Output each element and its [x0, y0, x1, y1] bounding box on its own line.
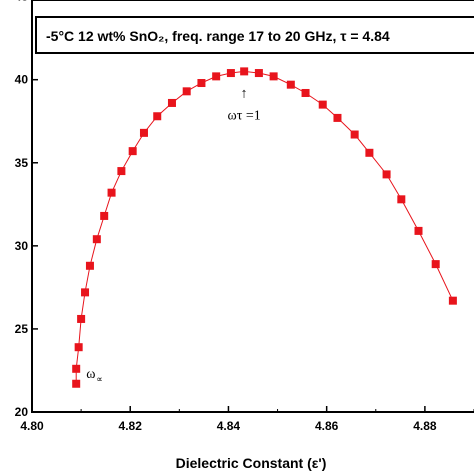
data-point-10 [128, 147, 137, 156]
data-point-7 [100, 211, 109, 220]
data-point-31 [448, 296, 457, 305]
x-tick-label-0: 4.80 [20, 419, 44, 433]
series-path [75, 70, 454, 384]
peak-arrow: ↑ [241, 86, 248, 101]
y-tick-label-0: 20 [15, 405, 29, 419]
series-line [75, 70, 454, 384]
data-point-28 [397, 195, 406, 204]
data-point-2 [74, 343, 83, 352]
legend-box: -5°C 12 wt% SnO₂, freq. range 17 to 20 G… [35, 16, 474, 54]
data-point-24 [333, 113, 342, 122]
data-point-1 [72, 364, 81, 373]
data-point-6 [92, 235, 101, 244]
data-point-30 [431, 260, 440, 269]
data-point-21 [286, 80, 295, 89]
x-tick-label-2: 4.84 [217, 419, 241, 433]
series-points [72, 67, 457, 388]
y-tick-label-2: 30 [15, 239, 29, 253]
x-tick-label-3: 4.86 [315, 419, 339, 433]
legend-frame [35, 16, 474, 54]
data-point-22 [301, 88, 310, 97]
x-axis-label: Dielectric Constant (ε') [176, 455, 327, 471]
data-point-12 [153, 112, 162, 121]
peak-label: ωτ =1 [228, 108, 261, 123]
data-point-16 [212, 72, 221, 81]
data-point-8 [107, 188, 116, 197]
x-tick-label-1: 4.82 [119, 419, 143, 433]
omega-subscript: ∝ [96, 374, 102, 384]
tick-group: 4.80 4.82 4.84 4.86 4.88 20 25 30 35 40 45 [15, 0, 474, 433]
y-tick-label-5: 45 [15, 0, 29, 4]
data-point-9 [117, 167, 126, 176]
data-point-18 [240, 67, 249, 76]
data-point-25 [350, 130, 359, 139]
data-point-14 [182, 87, 191, 96]
x-tick-label-4: 4.88 [413, 419, 437, 433]
data-point-26 [365, 148, 374, 157]
data-point-5 [85, 261, 94, 270]
annotations: ↑ ωτ =1 ω ∝ [86, 86, 261, 383]
plot-frame [31, 0, 474, 413]
omega-label: ω [86, 367, 95, 382]
data-point-3 [77, 314, 86, 323]
data-point-11 [139, 128, 148, 137]
data-point-15 [197, 79, 206, 88]
data-point-20 [269, 72, 278, 81]
data-point-0 [72, 379, 81, 388]
data-point-13 [167, 98, 176, 107]
data-point-19 [254, 69, 263, 78]
y-tick-label-4: 40 [15, 73, 29, 87]
data-point-4 [81, 288, 90, 297]
y-tick-label-3: 35 [15, 156, 29, 170]
axes-frame [31, 0, 474, 413]
data-point-23 [318, 100, 327, 109]
data-point-17 [226, 69, 235, 78]
y-tick-label-1: 25 [15, 322, 29, 336]
data-point-29 [414, 226, 423, 235]
legend-text: -5°C 12 wt% SnO₂, freq. range 17 to 20 G… [46, 28, 390, 44]
data-point-27 [382, 170, 391, 179]
